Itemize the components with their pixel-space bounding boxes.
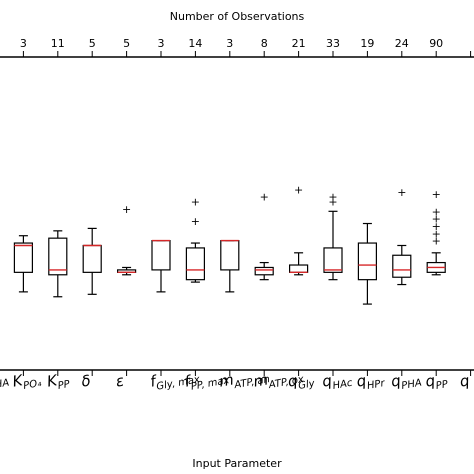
box [254, 266, 274, 276]
observation-count: 5 [89, 37, 96, 50]
box-group [151, 239, 171, 293]
bottom-ticks [22, 370, 472, 376]
x-axis-title: Input Parameter [192, 457, 282, 470]
observation-count: 24 [395, 37, 409, 50]
box-group [82, 227, 102, 295]
observation-count-labels: 331155314382133192490 [20, 37, 443, 50]
flier: + [328, 191, 337, 204]
box-group: ++ [323, 191, 343, 281]
flier: + [328, 196, 337, 209]
box-group [13, 235, 33, 293]
observation-count: 3 [20, 37, 27, 50]
box [323, 247, 343, 273]
observation-count: 11 [51, 37, 65, 50]
observation-count: 90 [429, 37, 443, 50]
top-ticks [22, 51, 472, 57]
box [82, 244, 102, 273]
box-group: + [289, 183, 309, 276]
box-group: + [254, 191, 274, 281]
category-label: KPO₄ [11, 368, 42, 394]
flier: + [191, 196, 200, 209]
box [392, 254, 412, 278]
observation-count: 33 [326, 37, 340, 50]
box [48, 237, 68, 276]
observation-count: 3 [158, 37, 165, 50]
flier: + [432, 205, 441, 218]
flier: + [432, 213, 441, 226]
flier: + [294, 183, 303, 196]
category-label: KPHA [0, 368, 10, 394]
category-label: qPP [424, 369, 450, 394]
category-label: qGly [286, 368, 316, 393]
observation-count: 5 [123, 37, 130, 50]
box [289, 264, 309, 273]
category-label: q [458, 371, 471, 390]
category-label: qHAc [321, 368, 354, 394]
box-group: + [392, 186, 412, 286]
category-label: ε [114, 372, 125, 391]
observation-count: 3 [226, 37, 233, 50]
flier: + [397, 186, 406, 199]
box-group: ++++++ [426, 188, 446, 276]
box-group [220, 239, 240, 293]
flier: + [122, 203, 131, 216]
box-group: + [116, 203, 137, 276]
box [185, 247, 205, 281]
boxes: +++ ++++ +++++++ [13, 183, 446, 305]
box-group: ++ [185, 196, 205, 283]
category-label: KPP [46, 369, 72, 394]
box-group [357, 222, 377, 305]
flier: + [432, 220, 441, 233]
box [13, 242, 33, 273]
flier: + [432, 188, 441, 201]
category-label: qHPr [355, 368, 386, 394]
flier: + [432, 235, 441, 248]
top-axis-title: Number of Observations [169, 10, 305, 23]
box [357, 242, 377, 281]
box [151, 240, 171, 271]
flier: + [191, 215, 200, 228]
flier: + [432, 227, 441, 240]
category-label: δ [80, 371, 92, 390]
box [220, 240, 240, 271]
observation-count: 8 [261, 37, 268, 50]
observation-count: 19 [360, 37, 374, 50]
category-label: qPHA [390, 368, 423, 394]
observation-count: 14 [188, 37, 202, 50]
observation-count: 21 [292, 37, 306, 50]
box-group [48, 230, 68, 298]
flier: + [260, 191, 269, 204]
